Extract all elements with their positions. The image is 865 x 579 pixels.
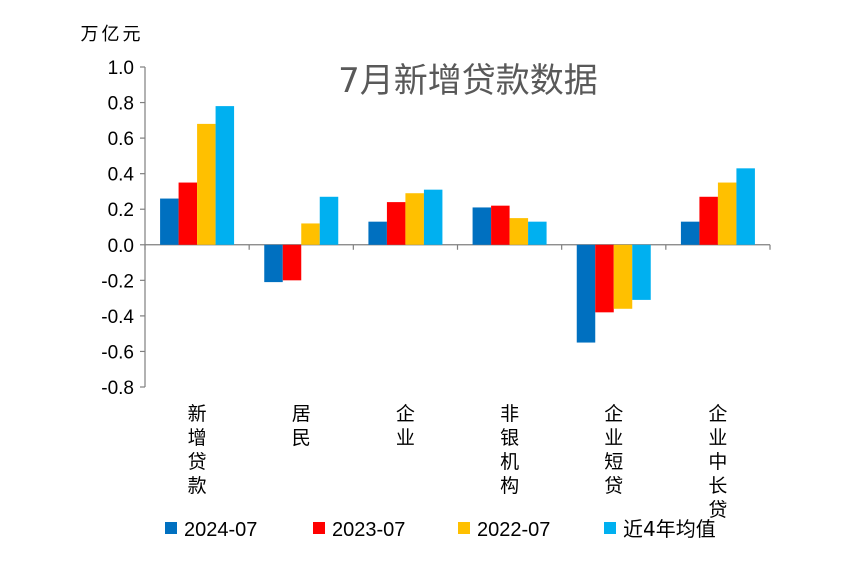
bar-4-4 bbox=[528, 221, 547, 245]
bar-3-1 bbox=[197, 123, 216, 245]
bar-1-4 bbox=[472, 207, 492, 245]
bar-4-5 bbox=[632, 244, 651, 300]
bar-4-1 bbox=[215, 106, 235, 245]
y-axis-unit-label: 万亿元 bbox=[81, 24, 144, 45]
category-label: 企业中长贷 bbox=[708, 403, 727, 521]
legend-swatch bbox=[313, 522, 325, 534]
legend-label: 2024-07 bbox=[184, 519, 257, 541]
bar-2-3 bbox=[386, 202, 406, 245]
y-tick-label: -0.8 bbox=[101, 378, 134, 399]
legend: 2024-07 2023-07 2022-07 近4年均值 bbox=[165, 517, 716, 541]
bar-4-2 bbox=[319, 196, 339, 245]
bar-4-3 bbox=[423, 189, 443, 245]
category-label: 居民 bbox=[292, 403, 311, 449]
bar-4-6 bbox=[736, 168, 755, 245]
bar-3-2 bbox=[301, 223, 320, 245]
legend-label: 2022-07 bbox=[477, 519, 550, 541]
category-label: 企业短贷 bbox=[604, 403, 623, 497]
bar-1-3 bbox=[368, 221, 387, 245]
category-label: 企业 bbox=[396, 403, 415, 449]
bar-1-6 bbox=[680, 221, 700, 245]
bar-1-2 bbox=[264, 244, 283, 283]
y-tick-label: -0.6 bbox=[101, 342, 134, 363]
bars-group bbox=[160, 106, 755, 343]
y-tick-label: 0.0 bbox=[108, 236, 134, 257]
bar-2-6 bbox=[699, 196, 718, 245]
chart-title: 7月新增贷款数据 bbox=[338, 61, 598, 101]
bar-3-3 bbox=[405, 193, 424, 245]
legend-swatch bbox=[165, 522, 177, 534]
bar-2-4 bbox=[491, 205, 510, 245]
bar-1-5 bbox=[576, 244, 596, 343]
legend-label: 近4年均值 bbox=[623, 517, 716, 541]
legend-swatch bbox=[604, 522, 616, 534]
axes: 1.0 0.8 0.6 0.4 0.2 0.0 -0.2 -0.4 -0.6 -0.8 bbox=[101, 58, 771, 399]
bar-3-6 bbox=[717, 182, 737, 245]
y-tick-label: 0.6 bbox=[108, 129, 134, 150]
y-tick-label: 0.4 bbox=[108, 165, 135, 186]
legend-label: 2023-07 bbox=[332, 519, 405, 541]
bar-3-5 bbox=[613, 244, 633, 309]
category-labels: 新增贷款 居民 企业 非银机构 企业短贷 企业中长贷 bbox=[188, 403, 728, 521]
category-label: 新增贷款 bbox=[188, 403, 207, 497]
bar-2-2 bbox=[282, 244, 302, 281]
bar-3-4 bbox=[509, 218, 529, 245]
y-tick-label: 0.8 bbox=[108, 94, 134, 115]
y-tick-label: 1.0 bbox=[108, 58, 134, 79]
bar-2-5 bbox=[595, 244, 614, 313]
bar-2-1 bbox=[178, 182, 198, 245]
y-tick-label: -0.4 bbox=[101, 307, 134, 328]
y-tick-label: 0.2 bbox=[108, 200, 134, 221]
category-label: 非银机构 bbox=[500, 403, 519, 497]
bar-1-1 bbox=[160, 198, 179, 245]
legend-swatch bbox=[458, 522, 470, 534]
y-tick-label: -0.2 bbox=[101, 271, 134, 292]
